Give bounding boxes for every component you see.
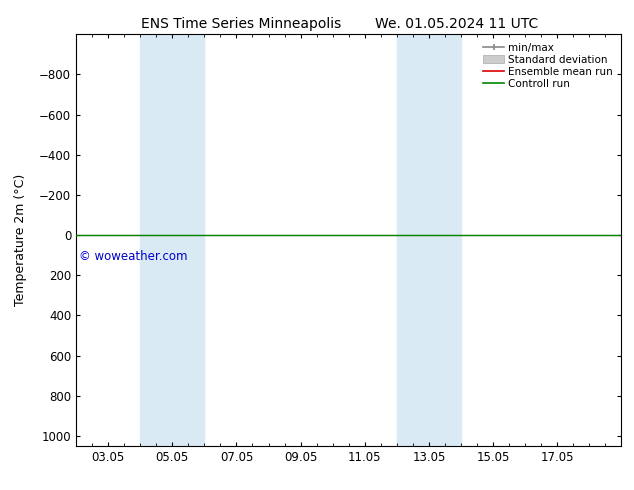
Legend: min/max, Standard deviation, Ensemble mean run, Controll run: min/max, Standard deviation, Ensemble me… [480,40,616,92]
Bar [397,34,461,446]
Text: ENS Time Series Minneapolis: ENS Time Series Minneapolis [141,17,341,31]
Y-axis label: Temperature 2m (°C): Temperature 2m (°C) [14,174,27,306]
Text: © woweather.com: © woweather.com [79,250,187,264]
Text: We. 01.05.2024 11 UTC: We. 01.05.2024 11 UTC [375,17,538,31]
Bar [140,34,204,446]
